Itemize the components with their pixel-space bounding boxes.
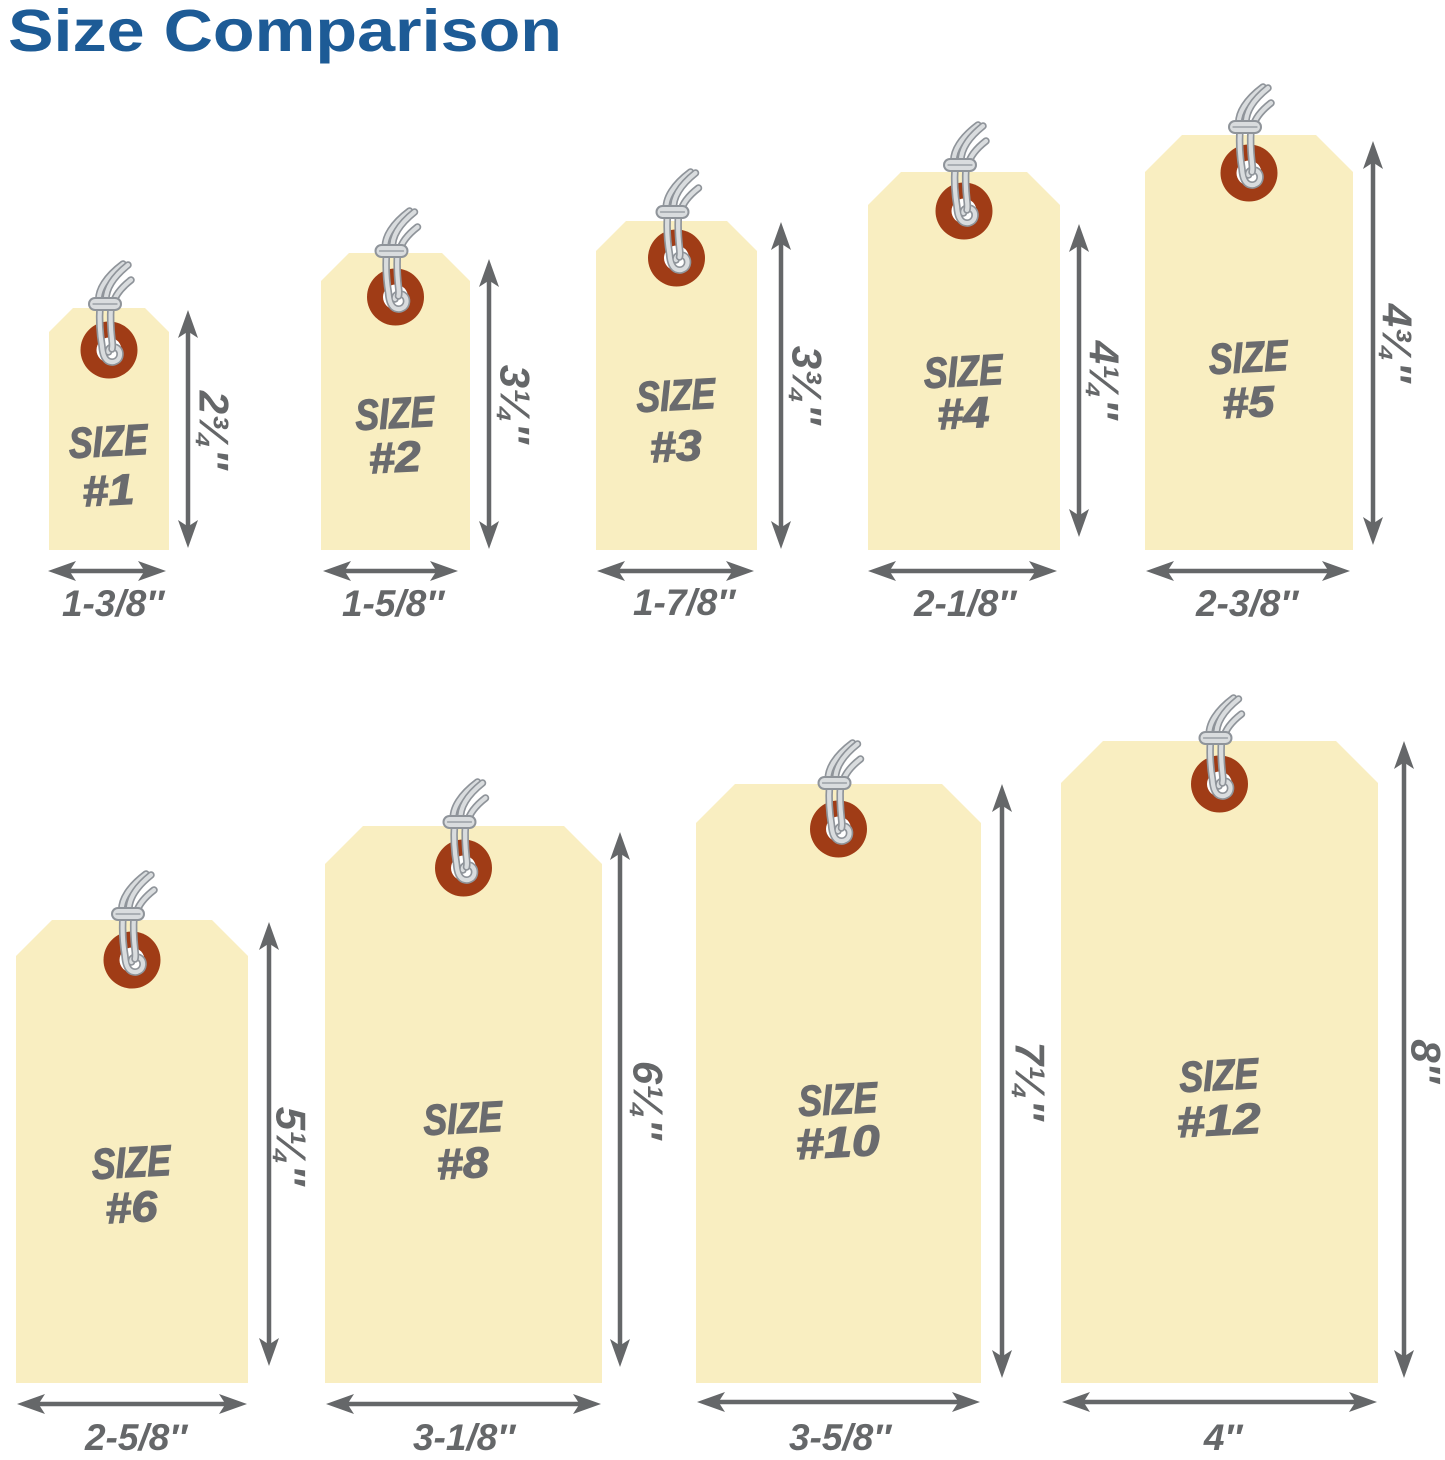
svg-text:1-3/8″: 1-3/8″ [62,583,166,624]
svg-text:7¼″: 7¼″ [1007,1042,1054,1122]
svg-text:3¾″: 3¾″ [784,346,831,426]
svg-text:2¾″: 2¾″ [191,390,238,471]
svg-text:SIZE: SIZE [422,1093,504,1145]
svg-text:Size Comparison: Size Comparison [8,0,562,64]
svg-text:#1: #1 [81,466,135,517]
svg-text:SIZE: SIZE [1208,332,1290,384]
svg-text:3-1/8″: 3-1/8″ [413,1417,517,1455]
svg-text:#10: #10 [795,1117,881,1169]
svg-text:8″: 8″ [1403,1039,1445,1084]
svg-text:4¼″: 4¼″ [1081,340,1128,421]
svg-text:SIZE: SIZE [635,370,717,422]
svg-text:#2: #2 [368,433,423,484]
svg-text:#8: #8 [436,1139,491,1190]
svg-text:3-5/8″: 3-5/8″ [789,1417,893,1455]
svg-text:#5: #5 [1221,378,1277,429]
svg-text:SIZE: SIZE [91,1137,173,1189]
svg-text:1-7/8″: 1-7/8″ [633,582,737,623]
svg-text:6¼″: 6¼″ [625,1061,672,1141]
svg-text:SIZE: SIZE [68,416,150,468]
svg-text:5¼″: 5¼″ [268,1107,315,1187]
svg-text:1-5/8″: 1-5/8″ [342,583,446,624]
svg-text:2-5/8″: 2-5/8″ [84,1417,189,1455]
svg-text:2-1/8″: 2-1/8″ [913,583,1018,624]
svg-text:4¾″: 4¾″ [1374,303,1421,384]
svg-text:#4: #4 [936,389,991,440]
svg-text:#6: #6 [104,1183,160,1234]
svg-text:2-3/8″: 2-3/8″ [1195,583,1300,624]
svg-text:#12: #12 [1176,1095,1262,1147]
svg-text:#3: #3 [649,422,704,473]
svg-text:4″: 4″ [1203,1417,1245,1455]
svg-text:SIZE: SIZE [1178,1050,1260,1102]
svg-text:3¼″: 3¼″ [492,365,539,445]
svg-text:SIZE: SIZE [354,388,436,440]
